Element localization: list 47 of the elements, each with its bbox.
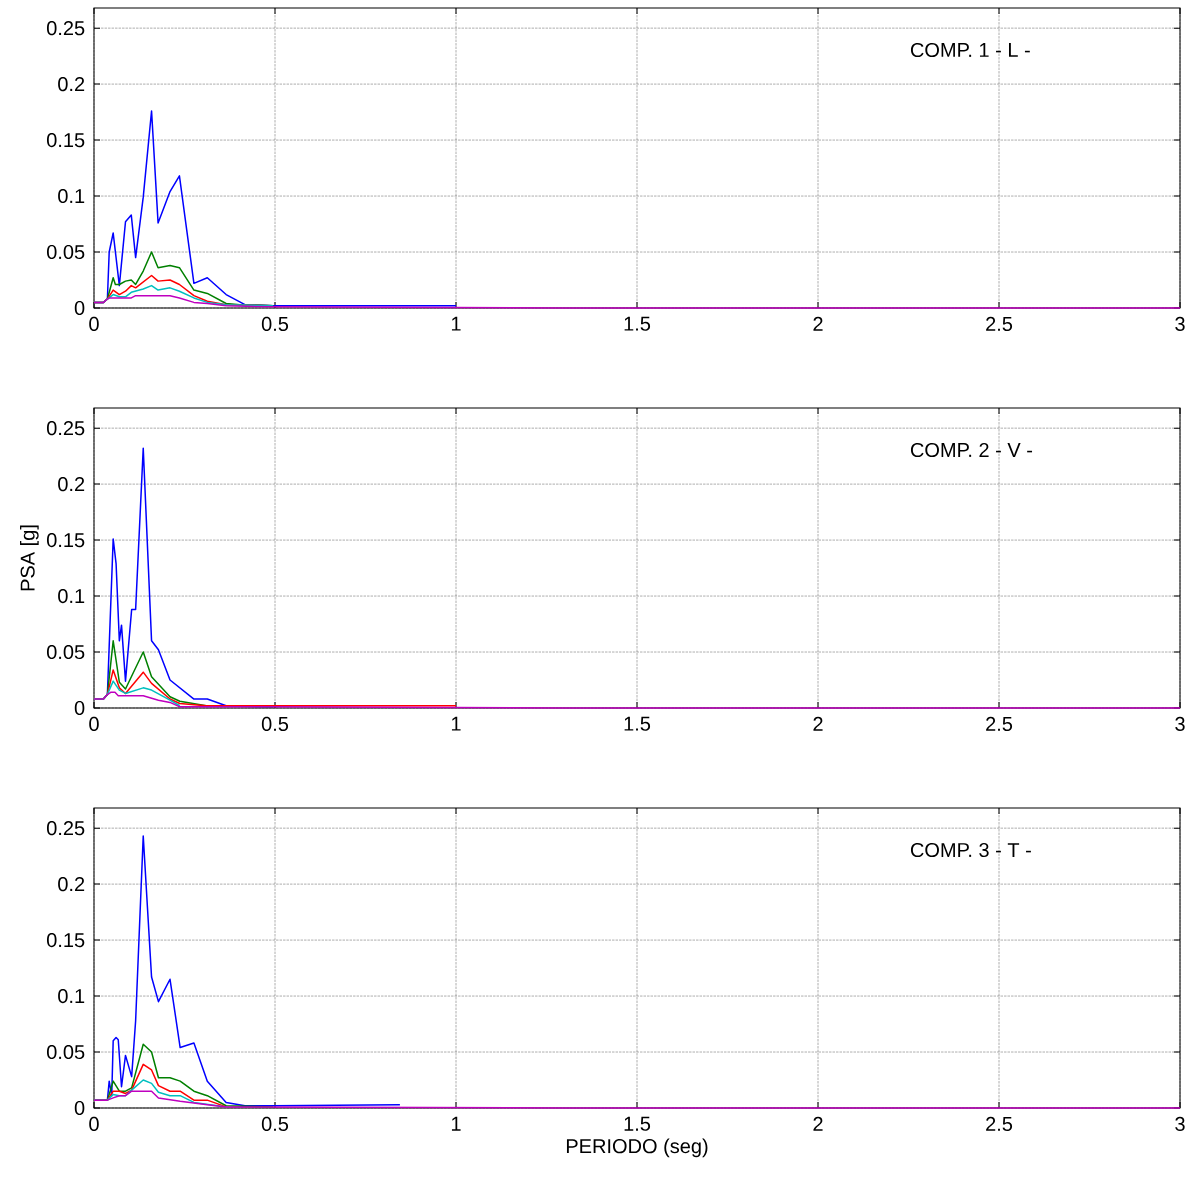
x-tick-label: 2.5 — [986, 716, 1013, 732]
y-tick-label: 0.1 — [58, 988, 85, 1004]
x-tick-label: 1.5 — [624, 1116, 651, 1131]
x-tick-label: 0.5 — [261, 1116, 289, 1132]
line-series — [93, 691, 1181, 709]
y-tick-label: 0 — [74, 700, 85, 716]
x-tick-label: 2.5 — [986, 316, 1013, 332]
y-tick-label: 0.15 — [46, 933, 85, 948]
x-tick-label: 1 — [451, 316, 461, 331]
y-tick-label: 0.25 — [46, 421, 85, 436]
y-tick-label: 0.1 — [58, 188, 85, 204]
y-tick-label: 0.15 — [46, 533, 85, 548]
x-tick-label: 1 — [451, 716, 461, 731]
x-tick-label: 0 — [89, 1116, 99, 1132]
y-tick-label: 0 — [74, 300, 85, 316]
y-tick-label: 0 — [74, 1100, 85, 1116]
x-tick-label: 0 — [89, 716, 99, 732]
x-tick-label: 1 — [451, 1116, 461, 1131]
annotation: COMP. 1 - L - — [910, 42, 1030, 58]
y-tick-label: 0.15 — [46, 133, 85, 148]
x-tick-label: 3 — [1175, 1116, 1185, 1132]
y-tick-label: 0.2 — [58, 77, 85, 92]
y-tick-label: 0.2 — [58, 877, 85, 892]
y-axis-title: PSA [g] — [20, 525, 39, 591]
x-tick-label: 1.5 — [624, 316, 651, 331]
y-tick-label: 0.2 — [58, 477, 85, 492]
x-tick-label: 2 — [813, 1116, 823, 1131]
x-tick-label: 3 — [1175, 316, 1185, 332]
y-tick-label: 0.25 — [46, 21, 85, 36]
x-tick-label: 2 — [813, 716, 823, 731]
y-tick-label: 0.05 — [46, 644, 85, 660]
x-tick-label: 0.5 — [261, 716, 289, 732]
y-tick-label: 0.05 — [46, 244, 85, 260]
y-tick-label: 0.05 — [46, 1044, 85, 1060]
annotation: COMP. 2 - V - — [910, 442, 1033, 458]
x-tick-label: 0 — [89, 316, 99, 332]
x-axis-title: PERIODO (seg) — [566, 1138, 708, 1158]
line-series — [93, 294, 1181, 309]
x-tick-label: 2 — [813, 316, 823, 331]
x-tick-label: 0.5 — [261, 316, 289, 332]
y-tick-label: 0.25 — [46, 821, 85, 836]
x-tick-label: 2.5 — [986, 1116, 1013, 1132]
line-series — [93, 1090, 1181, 1109]
y-tick-label: 0.1 — [58, 588, 85, 604]
annotation: COMP. 3 - T - — [910, 842, 1031, 858]
x-tick-label: 1.5 — [624, 716, 651, 731]
x-tick-label: 3 — [1175, 716, 1185, 732]
